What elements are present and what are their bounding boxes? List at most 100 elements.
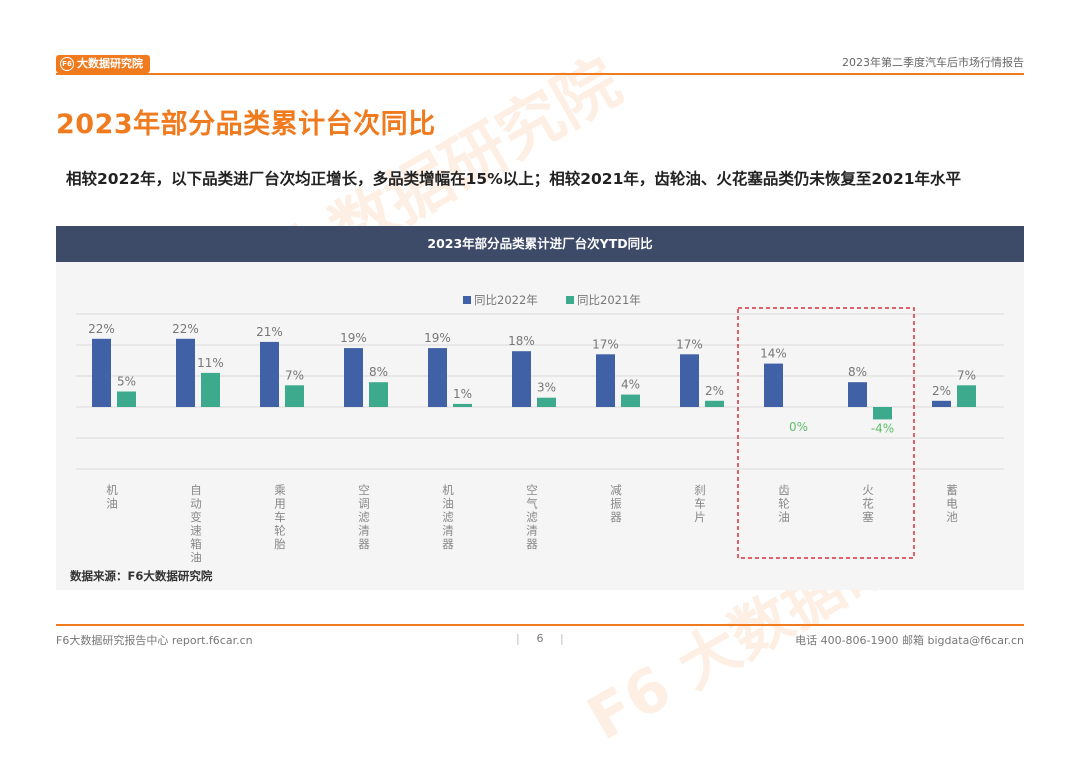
category-label: 电 — [946, 497, 958, 511]
category-label: 器 — [358, 537, 370, 551]
data-label: 14% — [760, 347, 787, 361]
data-label: 19% — [424, 331, 451, 345]
category-label: 火 — [862, 483, 874, 497]
category-label: 空 — [526, 483, 538, 497]
bar-2021 — [873, 407, 892, 420]
brand-logo: F6 大数据研究院 — [56, 55, 150, 73]
bar-2022 — [932, 400, 951, 407]
category-label: 器 — [442, 537, 454, 551]
category-label: 滤 — [442, 510, 454, 524]
bar-2022 — [848, 382, 867, 407]
bar-2021 — [705, 400, 724, 407]
category-label: 刹 — [694, 483, 706, 497]
footer-website: F6大数据研究报告中心 report.f6car.cn — [56, 634, 253, 647]
bar-2021 — [285, 385, 304, 407]
category-label: 机 — [106, 483, 118, 497]
data-label: 21% — [256, 325, 283, 339]
page-title: 2023年部分品类累计台次同比 — [56, 109, 436, 140]
data-label: 22% — [88, 322, 115, 336]
data-label: 2% — [932, 384, 951, 398]
footer-contact: 电话 400-806-1900 邮箱 bigdata@f6car.cn — [795, 634, 1024, 647]
footer-divider — [56, 624, 1024, 626]
bar-2022 — [596, 354, 615, 407]
category-label: 轮 — [778, 497, 790, 511]
category-label: 片 — [694, 510, 706, 524]
legend-label: 同比2021年 — [577, 293, 641, 307]
footer-separator: | — [560, 632, 564, 645]
data-label: 18% — [508, 334, 535, 348]
data-label: 17% — [676, 337, 703, 351]
bar-2022 — [428, 348, 447, 407]
category-label: 变 — [190, 510, 202, 524]
category-label: 油 — [190, 551, 202, 563]
category-label: 花 — [862, 497, 874, 511]
bar-2022 — [680, 354, 699, 407]
category-label: 车 — [274, 510, 286, 524]
category-label: 减 — [610, 483, 622, 497]
data-label: 0% — [789, 420, 808, 434]
footer-separator: | — [516, 632, 520, 645]
category-label: 器 — [610, 510, 622, 524]
category-label: 空 — [358, 483, 370, 497]
category-label: 油 — [106, 497, 118, 511]
data-label: -4% — [871, 421, 894, 435]
report-name: 2023年第二季度汽车后市场行情报告 — [842, 56, 1024, 69]
category-label: 乘 — [274, 483, 286, 497]
category-label: 调 — [358, 497, 370, 511]
category-label: 清 — [442, 524, 454, 538]
data-label: 4% — [621, 378, 640, 392]
data-label: 8% — [848, 365, 867, 379]
category-label: 用 — [274, 497, 286, 511]
category-label: 气 — [526, 497, 538, 511]
bar-2022 — [764, 363, 783, 407]
highlight-box — [737, 307, 915, 559]
bar-2022 — [260, 341, 279, 407]
data-label: 19% — [340, 331, 367, 345]
chart-panel: 2023年部分品类累计进厂台次YTD同比 同比2022年 同比2021年 22% 5%… — [56, 226, 1024, 590]
data-label: 3% — [537, 381, 556, 395]
data-label: 17% — [592, 337, 619, 351]
summary-text: 相较2022年，以下品类进厂台次均正增长，多品类增幅在15%以上；相较2021年… — [66, 170, 962, 188]
category-label: 油 — [442, 497, 454, 511]
data-label: 5% — [117, 375, 136, 389]
category-label: 车 — [694, 497, 706, 511]
category-label: 滤 — [526, 510, 538, 524]
data-label: 22% — [172, 322, 199, 336]
bar-2021 — [201, 372, 220, 407]
page-number: 6 — [536, 632, 544, 645]
data-source: 数据来源：F6大数据研究院 — [70, 569, 213, 583]
bar-2022 — [512, 351, 531, 407]
bar-2022 — [176, 338, 195, 407]
category-label: 自 — [190, 483, 202, 497]
category-label: 清 — [358, 524, 370, 538]
f6-logo-icon: F6 — [60, 57, 74, 71]
legend-swatch — [463, 296, 471, 304]
data-label: 7% — [285, 368, 304, 382]
category-label: 胎 — [274, 537, 286, 551]
bar-2021 — [621, 394, 640, 407]
bar-2022 — [92, 338, 111, 407]
bar-2021 — [117, 391, 136, 407]
bar-2021 — [369, 382, 388, 407]
data-label: 2% — [705, 384, 724, 398]
category-label: 蓄 — [946, 483, 958, 497]
category-label: 器 — [526, 537, 538, 551]
bar-2021 — [957, 385, 976, 407]
data-label: 11% — [197, 356, 224, 370]
category-label: 齿 — [778, 483, 790, 497]
bar-2021 — [537, 397, 556, 407]
legend-swatch — [566, 296, 574, 304]
category-label: 塞 — [862, 510, 874, 524]
category-label: 油 — [778, 510, 790, 524]
category-label: 速 — [190, 524, 202, 538]
category-label: 机 — [442, 483, 454, 497]
bar-2021 — [453, 403, 472, 407]
category-label: 清 — [526, 524, 538, 538]
data-label: 7% — [957, 368, 976, 382]
category-label: 滤 — [358, 510, 370, 524]
category-label: 振 — [610, 497, 622, 511]
category-label: 箱 — [190, 537, 202, 551]
data-label: 1% — [453, 387, 472, 401]
header-divider — [56, 73, 1024, 75]
data-label: 8% — [369, 365, 388, 379]
